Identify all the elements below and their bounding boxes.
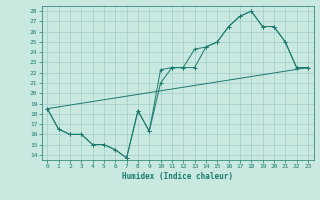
X-axis label: Humidex (Indice chaleur): Humidex (Indice chaleur)	[122, 172, 233, 181]
